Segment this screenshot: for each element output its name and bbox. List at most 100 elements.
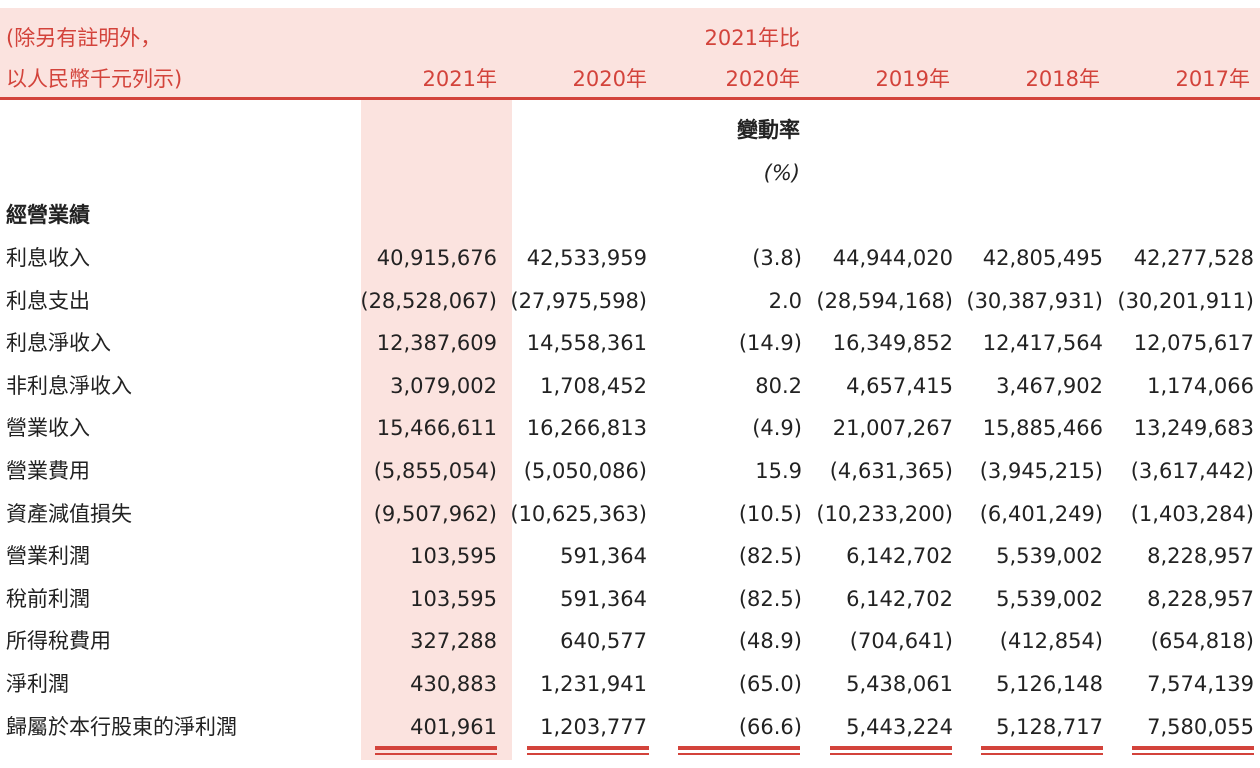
change-cell: (14.9) <box>738 331 802 355</box>
value-cell: 103,595 <box>410 544 497 568</box>
value-cell: 42,533,959 <box>526 246 647 270</box>
value-cell: (3,617,442) <box>1130 459 1254 483</box>
value-cell: (412,854) <box>999 629 1103 653</box>
value-cell: (30,387,931) <box>966 289 1103 313</box>
value-cell: 12,075,617 <box>1133 331 1254 355</box>
value-cell: (1,403,284) <box>1130 502 1254 526</box>
value-cell: 16,349,852 <box>832 331 953 355</box>
value-cell: (704,641) <box>849 629 953 653</box>
row-label: 營業利潤 <box>6 544 90 568</box>
year-header-2021: 2021年 <box>422 67 497 91</box>
total-underline <box>1132 746 1254 756</box>
unit-note-line1: (除另有註明外， <box>6 26 162 50</box>
value-cell: 591,364 <box>560 544 647 568</box>
row-label: 淨利潤 <box>6 672 69 696</box>
value-cell: 5,539,002 <box>996 544 1103 568</box>
value-cell: 40,915,676 <box>376 246 497 270</box>
year-header-2018: 2018年 <box>1025 67 1100 91</box>
value-cell: (28,528,067) <box>360 289 497 313</box>
value-cell: (9,507,962) <box>373 502 497 526</box>
value-cell: 15,466,611 <box>376 416 497 440</box>
value-cell: 3,079,002 <box>390 374 497 398</box>
unit-note-line2: 以人民幣千元列示) <box>6 67 183 91</box>
value-cell: 5,438,061 <box>846 672 953 696</box>
value-cell: 16,266,813 <box>526 416 647 440</box>
change-cell: 80.2 <box>755 374 802 398</box>
change-cell: 2.0 <box>768 289 802 313</box>
value-cell: (4,631,365) <box>829 459 953 483</box>
row-label: 營業收入 <box>6 416 90 440</box>
change-cell: (82.5) <box>738 544 802 568</box>
value-cell: 4,657,415 <box>846 374 953 398</box>
value-cell: 12,387,609 <box>376 331 497 355</box>
value-cell: 1,231,941 <box>540 672 647 696</box>
change-cell: (66.6) <box>738 715 802 739</box>
change-rate-label: 變動率 <box>737 118 800 142</box>
change-cell: (3.8) <box>752 246 802 270</box>
row-label: 利息淨收入 <box>6 331 111 355</box>
total-underline <box>527 746 649 756</box>
value-cell: 640,577 <box>560 629 647 653</box>
value-cell: 327,288 <box>410 629 497 653</box>
value-cell: 1,174,066 <box>1147 374 1254 398</box>
value-cell: (6,401,249) <box>979 502 1103 526</box>
row-label: 營業費用 <box>6 459 90 483</box>
value-cell: 1,708,452 <box>540 374 647 398</box>
value-cell: (5,855,054) <box>373 459 497 483</box>
year-header-2017: 2017年 <box>1175 67 1250 91</box>
row-label: 資產減值損失 <box>6 502 132 526</box>
value-cell: 7,580,055 <box>1147 715 1254 739</box>
value-cell: (3,945,215) <box>979 459 1103 483</box>
value-cell: 6,142,702 <box>846 544 953 568</box>
value-cell: (5,050,086) <box>523 459 647 483</box>
row-label: 所得稅費用 <box>6 629 111 653</box>
total-underline <box>981 746 1103 756</box>
change-cell: (4.9) <box>752 416 802 440</box>
year-header-2020: 2020年 <box>572 67 647 91</box>
value-cell: 12,417,564 <box>982 331 1103 355</box>
value-cell: 42,277,528 <box>1133 246 1254 270</box>
value-cell: 430,883 <box>410 672 497 696</box>
total-underline <box>375 746 497 756</box>
section-title: 經營業績 <box>6 203 90 227</box>
value-cell: (10,625,363) <box>510 502 647 526</box>
total-underline <box>830 746 952 756</box>
value-cell: 6,142,702 <box>846 587 953 611</box>
value-cell: (10,233,200) <box>816 502 953 526</box>
value-cell: 3,467,902 <box>996 374 1103 398</box>
value-cell: 44,944,020 <box>832 246 953 270</box>
value-cell: 5,443,224 <box>846 715 953 739</box>
current-year-column-highlight <box>361 100 512 760</box>
value-cell: 5,126,148 <box>996 672 1103 696</box>
change-header-2020: 2020年 <box>725 67 800 91</box>
header-rule <box>0 97 1260 100</box>
value-cell: 21,007,267 <box>832 416 953 440</box>
value-cell: (28,594,168) <box>816 289 953 313</box>
row-label: 利息收入 <box>6 246 90 270</box>
value-cell: 103,595 <box>410 587 497 611</box>
compare-header: 2021年比 <box>704 26 800 50</box>
value-cell: 13,249,683 <box>1133 416 1254 440</box>
value-cell: 591,364 <box>560 587 647 611</box>
value-cell: 5,539,002 <box>996 587 1103 611</box>
change-cell: (48.9) <box>738 629 802 653</box>
percent-label: (%) <box>763 161 800 185</box>
value-cell: 14,558,361 <box>526 331 647 355</box>
value-cell: (27,975,598) <box>510 289 647 313</box>
value-cell: 8,228,957 <box>1147 544 1254 568</box>
header-band <box>0 8 1260 98</box>
value-cell: 1,203,777 <box>540 715 647 739</box>
value-cell: 401,961 <box>410 715 497 739</box>
value-cell: 42,805,495 <box>982 246 1103 270</box>
value-cell: 8,228,957 <box>1147 587 1254 611</box>
change-cell: (10.5) <box>738 502 802 526</box>
value-cell: 15,885,466 <box>982 416 1103 440</box>
row-label: 非利息淨收入 <box>6 374 132 398</box>
change-cell: (82.5) <box>738 587 802 611</box>
row-label: 稅前利潤 <box>6 587 90 611</box>
value-cell: 5,128,717 <box>996 715 1103 739</box>
value-cell: (654,818) <box>1150 629 1254 653</box>
change-cell: (65.0) <box>738 672 802 696</box>
value-cell: 7,574,139 <box>1147 672 1254 696</box>
row-label: 利息支出 <box>6 289 90 313</box>
